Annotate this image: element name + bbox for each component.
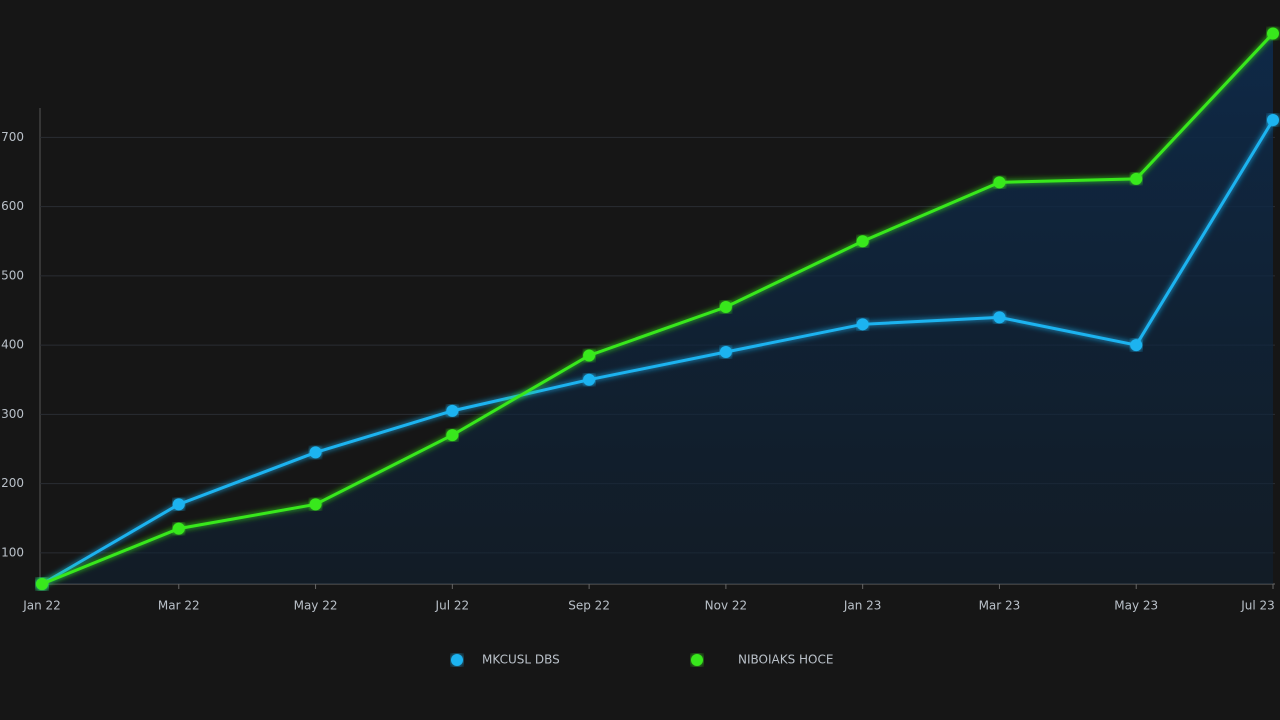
point — [856, 235, 869, 248]
y-tick-label: 400 — [1, 338, 24, 352]
point — [583, 349, 596, 362]
y-tick-label: 600 — [1, 199, 24, 213]
point — [446, 429, 459, 442]
point — [1130, 172, 1143, 185]
point — [1267, 114, 1279, 127]
point — [36, 578, 48, 590]
area — [42, 33, 1273, 584]
x-tick-label: May 22 — [294, 599, 338, 613]
x-tick-label: Sep 22 — [568, 599, 610, 613]
legend-item: MKCUSL DBS — [440, 653, 560, 667]
point — [1130, 339, 1143, 352]
point — [1267, 27, 1279, 40]
series-line — [41, 119, 1275, 586]
legend-swatch — [451, 654, 463, 666]
x-tick-label: Jul 22 — [435, 599, 470, 613]
point — [172, 498, 185, 511]
x-tick-label: Jul 23 — [1240, 599, 1275, 613]
legend-label: MKCUSL DBS — [482, 653, 560, 667]
x-tick-label: Jan 22 — [22, 599, 61, 613]
x-tick-label: Nov 22 — [705, 599, 748, 613]
series-line — [41, 32, 1275, 586]
point — [309, 446, 322, 459]
x-tick-label: Mar 22 — [158, 599, 200, 613]
legend-swatch — [691, 654, 703, 666]
x-tick-label: May 23 — [1114, 599, 1158, 613]
legend-item: NIBOIAKS HOCE — [680, 653, 833, 667]
point — [993, 311, 1006, 324]
y-tick-label: 700 — [1, 130, 24, 144]
point — [583, 373, 596, 386]
point — [719, 301, 732, 313]
y-tick-label: 500 — [1, 268, 24, 282]
x-tick-label: Mar 23 — [979, 599, 1021, 613]
point — [446, 404, 459, 417]
y-tick-label: 300 — [1, 407, 24, 421]
point — [993, 176, 1006, 189]
point — [309, 498, 322, 511]
point — [856, 318, 869, 331]
y-tick-label: 200 — [1, 476, 24, 490]
point — [172, 522, 185, 535]
x-tick-label: Jan 23 — [843, 599, 882, 613]
point — [719, 346, 732, 359]
legend-label: NIBOIAKS HOCE — [738, 653, 833, 667]
y-tick-label: 100 — [1, 545, 24, 559]
